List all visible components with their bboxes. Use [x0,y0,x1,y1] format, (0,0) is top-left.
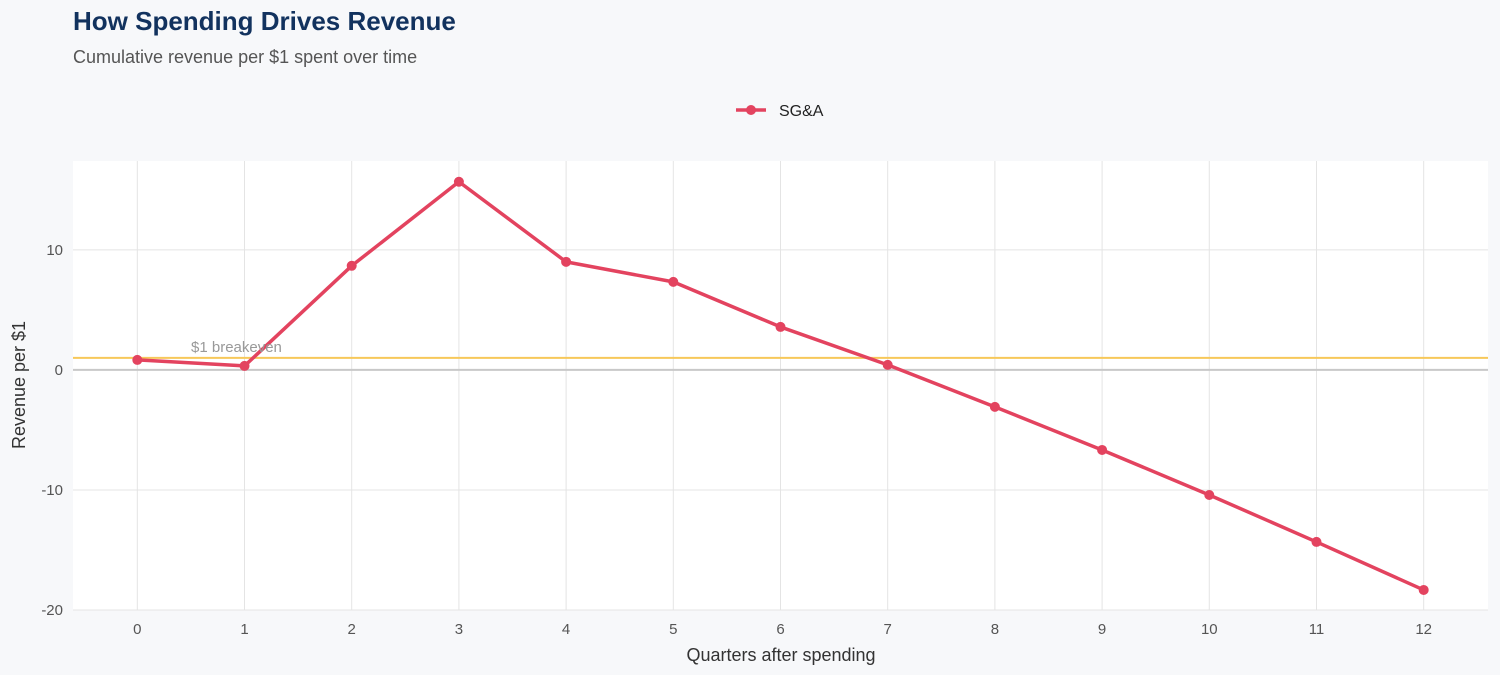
data-point [1311,536,1322,547]
x-axis-label: Quarters after spending [686,645,875,665]
data-point [1097,444,1108,455]
x-tick-label: 12 [1415,621,1432,638]
data-point [1418,584,1429,595]
breakeven-label: $1 breakeven [191,339,282,356]
x-tick-label: 11 [1309,621,1325,638]
y-tick-label: -10 [41,482,63,499]
x-tick-label: 6 [776,621,784,638]
legend: SG&A [736,103,824,120]
chart-title: How Spending Drives Revenue [73,6,456,36]
x-tick-label: 8 [991,621,999,638]
y-tick-label: -20 [41,602,63,619]
x-tick-label: 7 [884,621,892,638]
y-tick-label: 10 [46,242,63,259]
data-point [882,359,893,370]
data-point [1204,489,1215,500]
data-point [668,276,679,287]
x-tick-label: 2 [348,621,356,638]
legend-label: SG&A [779,103,824,120]
x-tick-label: 3 [455,621,463,638]
chart-subtitle: Cumulative revenue per $1 spent over tim… [73,47,418,67]
legend-marker [746,105,756,115]
y-axis-label: Revenue per $1 [9,321,29,449]
x-tick-label: 1 [240,621,248,638]
x-tick-label: 5 [669,621,677,638]
x-tick-label: 0 [133,621,141,638]
y-tick-label: 0 [55,362,63,379]
x-tick-label: 4 [562,621,570,638]
data-point [561,256,572,267]
data-point [239,360,250,371]
data-point [132,354,143,365]
data-point [346,260,357,271]
data-point [453,176,464,187]
data-point [989,401,1000,412]
x-tick-label: 10 [1201,621,1218,638]
data-point [775,321,786,332]
x-tick-label: 9 [1098,621,1106,638]
